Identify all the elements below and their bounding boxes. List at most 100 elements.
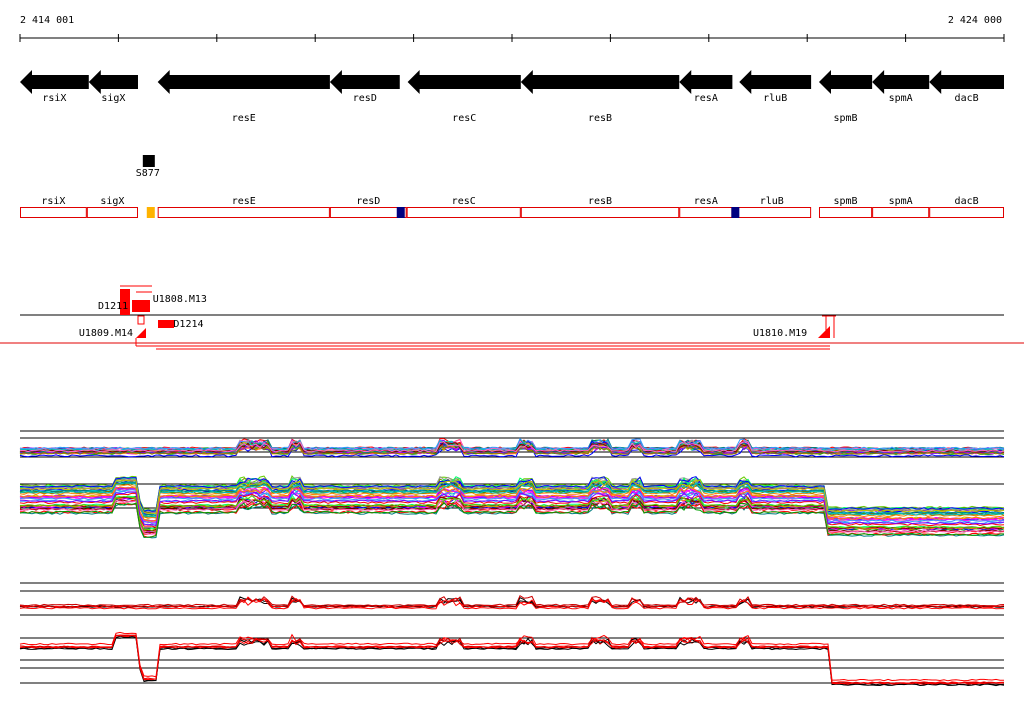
gene-label: rsiX — [42, 93, 66, 104]
tu-label: U1809.M14 — [79, 328, 133, 339]
annotation-marker — [396, 207, 405, 218]
annotation-resD[interactable]: resD — [329, 196, 407, 218]
annotation-resB[interactable]: resB — [520, 196, 680, 218]
annotation-box[interactable] — [872, 207, 930, 218]
gene-arrow[interactable] — [20, 70, 89, 94]
gene-arrow[interactable] — [872, 70, 930, 94]
annotation-label: rsiX — [41, 196, 65, 207]
gene-spmA[interactable]: spmA — [872, 70, 930, 104]
gene-label: sigX — [101, 93, 125, 104]
gene-label: resB — [588, 113, 612, 124]
annotation-label: dacB — [955, 196, 979, 207]
tu-arrow[interactable] — [136, 328, 146, 338]
annotation-label: sigX — [100, 196, 124, 207]
transcription-unit-track: D1211 U1808.M13 U1809.M14 D1214 U1810.M19 — [0, 285, 1024, 350]
gene-arrow[interactable] — [929, 70, 1004, 94]
annotation-dacB[interactable]: dacB — [929, 196, 1004, 218]
feature-marker-square[interactable] — [142, 155, 155, 167]
annotation-box[interactable] — [20, 207, 87, 218]
annotation-rluB[interactable]: rluB — [732, 196, 812, 218]
feature-marker[interactable]: S877 — [136, 155, 160, 179]
gene-label: dacB — [955, 93, 979, 104]
annotation-marker — [731, 207, 740, 218]
gene-spmB[interactable]: spmB — [818, 70, 873, 124]
profile-trace — [19, 594, 1005, 607]
gene-arrow[interactable] — [329, 70, 400, 94]
annotation-label: spmB — [834, 196, 858, 207]
gene-label: spmA — [889, 93, 913, 104]
annotation-label: rluB — [760, 196, 784, 207]
annotation-resC[interactable]: resC — [406, 196, 521, 218]
gene-resB[interactable]: resB — [520, 70, 680, 124]
gene-resC[interactable]: resC — [407, 70, 521, 124]
gene-label: rluB — [763, 93, 787, 104]
gene-arrow[interactable] — [520, 70, 680, 94]
annotation-box[interactable] — [520, 207, 680, 218]
annotation-label: resE — [232, 196, 256, 207]
annotation-box[interactable] — [679, 207, 733, 218]
profile-trace — [19, 634, 1005, 685]
gene-dacB[interactable]: dacB — [929, 70, 1004, 104]
profile-trace — [19, 631, 1005, 682]
profile-trace — [19, 479, 1005, 515]
coordinate-ruler: 2 414 001 2 424 000 — [19, 15, 1005, 42]
gene-rsiX[interactable]: rsiX — [20, 70, 89, 104]
tu-block[interactable] — [137, 315, 145, 325]
profile-trace — [19, 498, 1005, 535]
annotation-label: resA — [694, 196, 718, 207]
profile-trace — [19, 597, 1004, 610]
annotation-box[interactable] — [818, 207, 873, 218]
expression-profiles-upper — [19, 430, 1005, 539]
annotation-resA[interactable]: resA — [679, 196, 733, 218]
gene-rluB[interactable]: rluB — [739, 70, 812, 104]
tu-label: U1808.M13 — [153, 294, 207, 305]
tu-block[interactable] — [120, 289, 130, 315]
profile-trace — [19, 476, 1005, 513]
profile-trace — [19, 441, 1005, 453]
gene-label: resA — [694, 93, 718, 104]
profile-trace — [19, 501, 1005, 538]
profile-trace — [19, 486, 1005, 522]
profile-trace — [19, 487, 1005, 524]
gene-label: resC — [452, 113, 476, 124]
tu-block[interactable] — [132, 300, 150, 312]
annotation-box[interactable] — [157, 207, 330, 218]
annotation-marker — [146, 207, 155, 218]
gene-arrow[interactable] — [157, 70, 330, 94]
gene-sigX[interactable]: sigX — [88, 70, 138, 104]
annotation-box[interactable] — [86, 207, 138, 218]
gene-arrow[interactable] — [739, 70, 812, 94]
ruler-ticks — [19, 34, 1005, 42]
profile-trace — [19, 634, 1005, 684]
annotation-box[interactable] — [732, 207, 812, 218]
gene-arrow[interactable] — [88, 70, 138, 94]
gene-resD[interactable]: resD — [329, 70, 400, 104]
gene-resE[interactable]: resE — [157, 70, 330, 124]
gene-arrow[interactable] — [679, 70, 733, 94]
annotation-sigX[interactable]: sigX — [86, 196, 138, 218]
profile-trace — [19, 491, 1004, 527]
annotation-spmB[interactable]: spmB — [818, 196, 873, 218]
gene-label: resD — [353, 93, 377, 104]
annotation-box[interactable] — [329, 207, 407, 218]
annotation-label: resD — [356, 196, 380, 207]
gene-label: resE — [232, 113, 256, 124]
annotation-resE[interactable]: resE — [157, 196, 330, 218]
gene-arrow[interactable] — [407, 70, 521, 94]
annotation-track: rsiX sigX resE resD resC resB resA rluB spmB spmA… — [20, 196, 1004, 218]
profile-trace — [19, 443, 1005, 455]
annotation-box[interactable] — [929, 207, 1004, 218]
annotation-label: spmA — [889, 196, 913, 207]
tu-block[interactable] — [158, 320, 174, 328]
gene-resA[interactable]: resA — [679, 70, 733, 104]
tu-arrow[interactable] — [818, 326, 830, 338]
profile-trace — [19, 495, 1005, 531]
feature-marker-label: S877 — [136, 168, 160, 179]
annotation-spmA[interactable]: spmA — [872, 196, 930, 218]
tu-label: D1214 — [173, 319, 203, 330]
gene-arrow[interactable] — [818, 70, 873, 94]
annotation-label: resC — [452, 196, 476, 207]
profile-trace — [19, 634, 1005, 685]
annotation-box[interactable] — [406, 207, 521, 218]
annotation-rsiX[interactable]: rsiX — [20, 196, 87, 218]
